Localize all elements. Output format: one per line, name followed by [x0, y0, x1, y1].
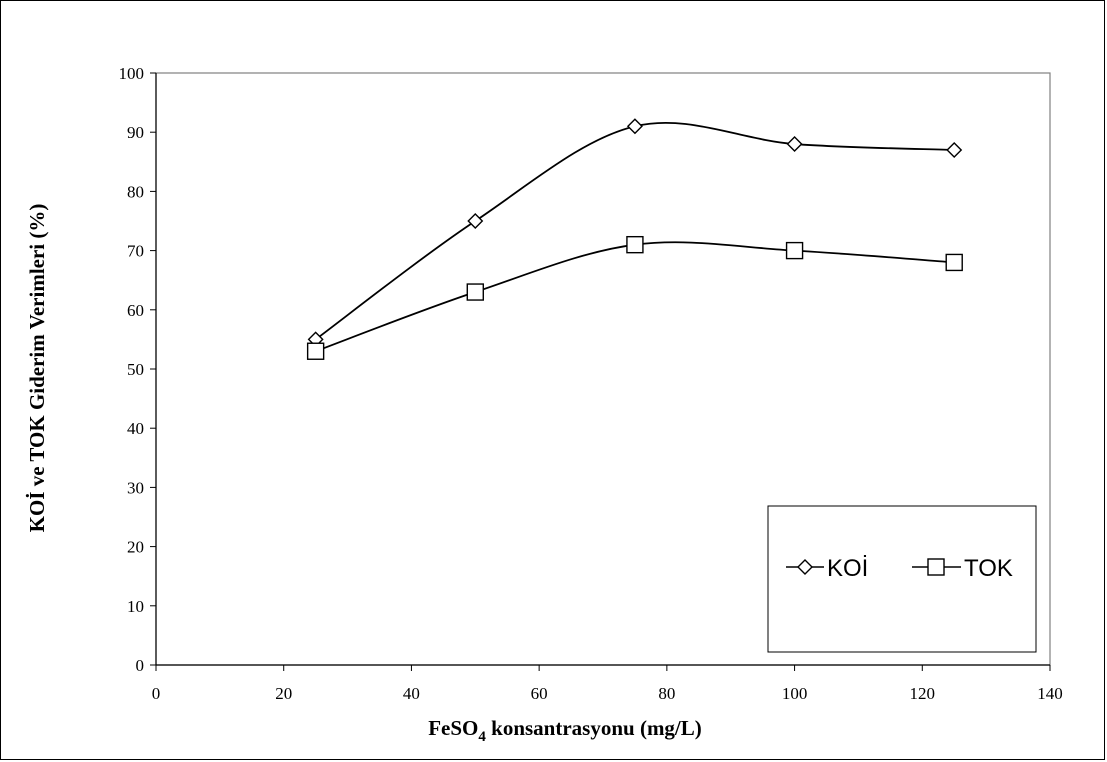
y-tick-label: 60 [127, 301, 144, 320]
data-point-koi [946, 141, 963, 158]
legend-label-koi: KOİ [827, 555, 868, 582]
series-line-tok [315, 241, 955, 353]
data-point-tok [626, 235, 644, 254]
x-tick-label: 60 [531, 684, 548, 703]
series-line-koi [315, 122, 955, 341]
legend: KOİ TOK [767, 505, 1037, 653]
y-tick-label: 0 [136, 656, 145, 675]
x-axis-title-suffix: konsantrasyonu (mg/L) [486, 716, 702, 740]
x-axis-title: FeSO4 konsantrasyonu (mg/L) [428, 716, 702, 745]
x-tick-label: 140 [1037, 684, 1063, 703]
x-tick-label: 120 [910, 684, 936, 703]
x-tick-label: 100 [782, 684, 808, 703]
y-tick-label: 40 [127, 419, 144, 438]
y-tick-label: 30 [127, 478, 144, 497]
y-tick-label: 70 [127, 242, 144, 261]
y-tick-label: 100 [119, 64, 145, 83]
y-axis-title: KOİ ve TOK Giderim Verimleri (%) [25, 204, 49, 533]
axes: 0 10 20 30 40 50 60 70 80 90 100 0 20 40 60 80 100 120 140 [119, 64, 1063, 703]
x-tick-label: 0 [152, 684, 161, 703]
data-point-tok [306, 342, 325, 360]
legend-marker-koi [797, 559, 813, 575]
data-point-koi [786, 136, 803, 153]
x-tick-label: 80 [658, 684, 675, 703]
y-tick-label: 90 [127, 123, 144, 142]
y-tick-label: 50 [127, 360, 144, 379]
y-tick-label: 10 [127, 597, 144, 616]
x-tick-label: 40 [403, 684, 420, 703]
series-layer [306, 118, 963, 360]
data-point-tok [785, 241, 804, 260]
y-tick-label: 80 [127, 182, 144, 201]
data-point-koi [467, 213, 484, 229]
legend-label-tok: TOK [964, 555, 1013, 582]
x-axis-title-prefix: FeSO [428, 716, 478, 740]
data-point-tok [945, 253, 963, 272]
legend-marker-tok [927, 558, 945, 576]
data-point-koi [626, 118, 643, 135]
x-axis-title-subscript: 4 [478, 729, 486, 745]
x-tick-label: 20 [275, 684, 292, 703]
y-tick-label: 20 [127, 538, 144, 557]
data-point-tok [466, 283, 484, 301]
legend-box [767, 505, 1037, 653]
